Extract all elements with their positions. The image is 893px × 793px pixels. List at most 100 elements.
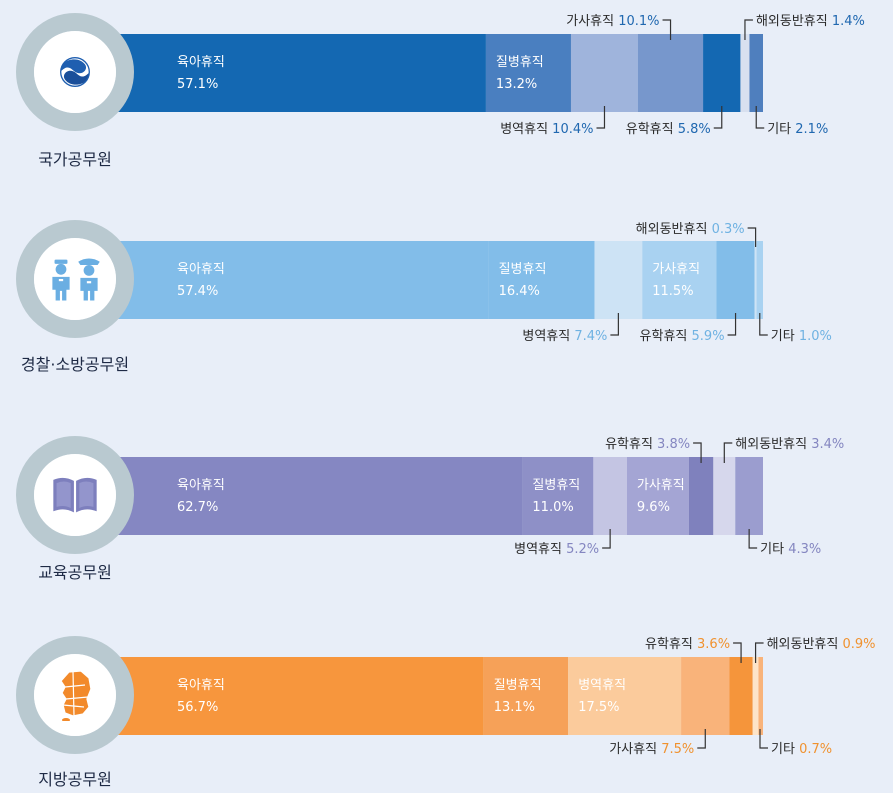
callout-value: 1.4% bbox=[832, 14, 865, 29]
callout-value: 4.3% bbox=[788, 542, 821, 557]
segment-label: 질병휴직 bbox=[496, 55, 544, 70]
bar-segment bbox=[703, 34, 741, 112]
callout-label: 가사휴직 10.1% bbox=[566, 14, 659, 29]
callout-label: 해외동반휴직 1.4% bbox=[756, 14, 865, 29]
bar-segment bbox=[626, 457, 689, 535]
bar-segment bbox=[570, 34, 638, 112]
segment-label: 육아휴직 bbox=[177, 262, 225, 277]
callout-line bbox=[602, 529, 611, 549]
segment-label: 육아휴직 bbox=[177, 678, 225, 693]
segment-label: 육아휴직 bbox=[177, 55, 225, 70]
segment-value: 13.1% bbox=[494, 700, 535, 715]
bar-segment bbox=[740, 34, 750, 112]
segment-label: 가사휴직 bbox=[652, 262, 700, 277]
callout-label: 유학휴직 5.8% bbox=[626, 122, 711, 137]
bar-segment bbox=[688, 457, 714, 535]
segment-value: 56.7% bbox=[177, 700, 218, 715]
callout-label: 유학휴직 3.6% bbox=[645, 637, 730, 652]
callout-line bbox=[748, 529, 758, 549]
segment-label: 육아휴직 bbox=[177, 478, 225, 493]
segment-value: 62.7% bbox=[177, 500, 218, 515]
bar-segment bbox=[752, 657, 759, 735]
segment-value: 57.1% bbox=[177, 77, 218, 92]
donut-ring bbox=[16, 636, 134, 754]
callout-label: 병역휴직 10.4% bbox=[500, 122, 593, 137]
bar-segment bbox=[483, 657, 569, 735]
bar-segment bbox=[713, 457, 736, 535]
callout-label: 해외동반휴직 0.9% bbox=[767, 637, 876, 652]
segment-label: 질병휴직 bbox=[499, 262, 547, 277]
callout-value: 0.9% bbox=[842, 637, 875, 652]
callout-line bbox=[727, 313, 737, 336]
segment-value: 9.6% bbox=[637, 500, 670, 515]
callout-value: 5.2% bbox=[566, 542, 599, 557]
bar-segment bbox=[754, 241, 757, 319]
callout-value: 3.6% bbox=[697, 637, 730, 652]
bar-segment bbox=[716, 241, 755, 319]
callout-line bbox=[747, 227, 757, 247]
callout-value: 0.7% bbox=[799, 742, 832, 757]
callout-line bbox=[723, 442, 733, 463]
bar-segment bbox=[488, 241, 595, 319]
bar-segment bbox=[749, 34, 763, 112]
callout-value: 5.8% bbox=[678, 122, 711, 137]
bar-segment bbox=[118, 657, 484, 735]
bar-segment bbox=[568, 657, 682, 735]
callout-label: 해외동반휴직 3.4% bbox=[735, 437, 844, 452]
callout-value: 3.8% bbox=[657, 437, 690, 452]
callout-value: 7.5% bbox=[661, 742, 694, 757]
bar-segment bbox=[522, 457, 594, 535]
callout-value: 10.4% bbox=[552, 122, 593, 137]
chart-group: 지방공무원 육아휴직 56.7% 질병휴직 13.1% 병역휴직 17.5% 유학휴직 3.6… bbox=[16, 636, 876, 789]
callout-line bbox=[596, 106, 606, 129]
callout-line bbox=[755, 106, 765, 129]
segment-label: 질병휴직 bbox=[532, 478, 580, 493]
callout-label: 병역휴직 5.2% bbox=[514, 542, 599, 557]
bar-segment bbox=[118, 457, 523, 535]
callout-value: 1.0% bbox=[799, 329, 832, 344]
bar-segment bbox=[681, 657, 730, 735]
callout-line bbox=[744, 19, 753, 40]
bar-segment bbox=[756, 241, 763, 319]
callout-label: 유학휴직 3.8% bbox=[605, 437, 690, 452]
bar-segment bbox=[593, 457, 627, 535]
callout-label: 병역휴직 7.4% bbox=[522, 329, 607, 344]
chart-group: 경찰·소방공무원 육아휴직 57.4% 질병휴직 16.4% 가사휴직 11.5% 해외동반휴… bbox=[16, 220, 832, 374]
callout-line bbox=[713, 106, 723, 129]
bar-segment bbox=[594, 241, 643, 319]
callout-line bbox=[662, 19, 672, 40]
chart-group: 교육공무원 육아휴직 62.7% 질병휴직 11.0% 가사휴직 9.6% 유학휴직 3.8%… bbox=[16, 436, 844, 582]
segment-value: 17.5% bbox=[578, 700, 619, 715]
bar-segment bbox=[485, 34, 571, 112]
group-title: 지방공무원 bbox=[38, 770, 112, 789]
donut-center bbox=[34, 238, 116, 320]
segment-value: 11.0% bbox=[532, 500, 573, 515]
segment-label: 병역휴직 bbox=[578, 678, 626, 693]
bar-segment bbox=[735, 457, 763, 535]
callout-label: 기타 4.3% bbox=[760, 542, 821, 557]
bar-segment bbox=[729, 657, 753, 735]
donut-ring bbox=[16, 220, 134, 338]
callout-line bbox=[697, 729, 706, 749]
segment-label: 가사휴직 bbox=[637, 478, 685, 493]
callout-value: 5.9% bbox=[692, 329, 725, 344]
donut-ring bbox=[16, 13, 134, 131]
bar-segment bbox=[642, 241, 717, 319]
callout-line bbox=[693, 442, 702, 463]
bar-segment bbox=[637, 34, 704, 112]
callout-label: 기타 0.7% bbox=[771, 742, 832, 757]
bar-segment bbox=[118, 34, 486, 112]
donut-center bbox=[34, 454, 116, 536]
callout-line bbox=[610, 313, 619, 336]
callout-label: 기타 2.1% bbox=[767, 122, 828, 137]
segment-value: 57.4% bbox=[177, 284, 218, 299]
segment-value: 13.2% bbox=[496, 77, 537, 92]
callout-label: 유학휴직 5.9% bbox=[640, 329, 725, 344]
segment-label: 질병휴직 bbox=[494, 678, 542, 693]
callout-line bbox=[759, 313, 768, 336]
callout-value: 2.1% bbox=[795, 122, 828, 137]
bar-segment bbox=[118, 241, 489, 319]
group-title: 경찰·소방공무원 bbox=[21, 355, 129, 374]
callout-label: 기타 1.0% bbox=[771, 329, 832, 344]
